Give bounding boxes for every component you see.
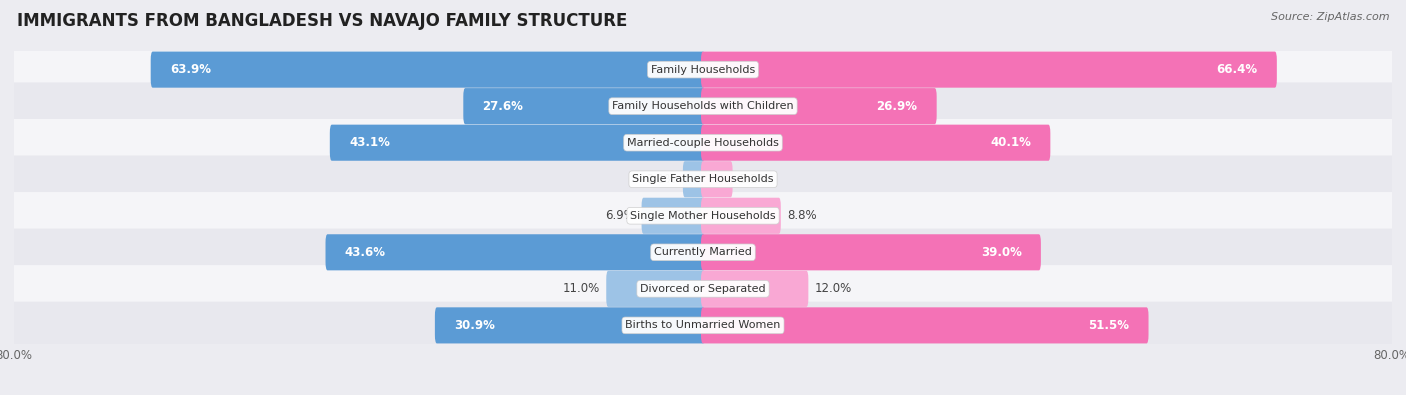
Text: 39.0%: 39.0% (981, 246, 1022, 259)
Text: 8.8%: 8.8% (787, 209, 817, 222)
Text: Births to Unmarried Women: Births to Unmarried Women (626, 320, 780, 330)
FancyBboxPatch shape (8, 156, 1398, 203)
FancyBboxPatch shape (702, 88, 936, 124)
FancyBboxPatch shape (606, 271, 704, 307)
Text: Family Households: Family Households (651, 65, 755, 75)
FancyBboxPatch shape (464, 88, 704, 124)
FancyBboxPatch shape (326, 234, 704, 270)
Text: Single Father Households: Single Father Households (633, 174, 773, 184)
Text: Divorced or Separated: Divorced or Separated (640, 284, 766, 294)
FancyBboxPatch shape (702, 198, 780, 234)
Text: 51.5%: 51.5% (1088, 319, 1129, 332)
Text: Source: ZipAtlas.com: Source: ZipAtlas.com (1271, 12, 1389, 22)
Text: Currently Married: Currently Married (654, 247, 752, 257)
FancyBboxPatch shape (8, 229, 1398, 276)
Text: 12.0%: 12.0% (815, 282, 852, 295)
FancyBboxPatch shape (702, 52, 1277, 88)
FancyBboxPatch shape (683, 161, 704, 197)
FancyBboxPatch shape (702, 234, 1040, 270)
Text: 26.9%: 26.9% (876, 100, 918, 113)
FancyBboxPatch shape (150, 52, 704, 88)
Text: 43.1%: 43.1% (349, 136, 389, 149)
Text: 3.2%: 3.2% (740, 173, 769, 186)
FancyBboxPatch shape (702, 271, 808, 307)
FancyBboxPatch shape (8, 83, 1398, 130)
FancyBboxPatch shape (8, 46, 1398, 93)
Text: 11.0%: 11.0% (562, 282, 599, 295)
FancyBboxPatch shape (434, 307, 704, 343)
FancyBboxPatch shape (8, 265, 1398, 312)
Text: Family Households with Children: Family Households with Children (612, 101, 794, 111)
Text: 66.4%: 66.4% (1216, 63, 1257, 76)
Text: IMMIGRANTS FROM BANGLADESH VS NAVAJO FAMILY STRUCTURE: IMMIGRANTS FROM BANGLADESH VS NAVAJO FAM… (17, 12, 627, 30)
FancyBboxPatch shape (702, 161, 733, 197)
Text: 2.1%: 2.1% (647, 173, 676, 186)
FancyBboxPatch shape (8, 192, 1398, 239)
Text: 27.6%: 27.6% (482, 100, 523, 113)
Text: 40.1%: 40.1% (990, 136, 1031, 149)
Text: 43.6%: 43.6% (344, 246, 385, 259)
Text: 63.9%: 63.9% (170, 63, 211, 76)
Text: Single Mother Households: Single Mother Households (630, 211, 776, 221)
FancyBboxPatch shape (702, 125, 1050, 161)
FancyBboxPatch shape (702, 307, 1149, 343)
FancyBboxPatch shape (641, 198, 704, 234)
Text: Married-couple Households: Married-couple Households (627, 138, 779, 148)
FancyBboxPatch shape (8, 119, 1398, 166)
Text: 6.9%: 6.9% (605, 209, 636, 222)
FancyBboxPatch shape (330, 125, 704, 161)
Text: 30.9%: 30.9% (454, 319, 495, 332)
FancyBboxPatch shape (8, 302, 1398, 349)
